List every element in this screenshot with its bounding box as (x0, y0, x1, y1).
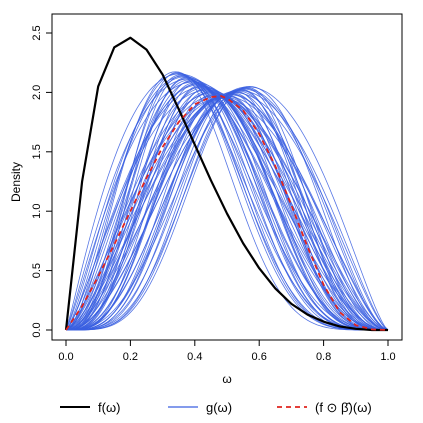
x-tick-label: 0.2 (123, 351, 138, 363)
y-tick-label: 1.5 (31, 144, 43, 159)
y-tick-label: 2.0 (31, 85, 43, 100)
fbeta-curve (65, 95, 389, 331)
legend-label: g(ω) (206, 400, 232, 415)
x-tick-label: 1.0 (380, 351, 395, 363)
x-tick-label: 0.8 (316, 351, 331, 363)
legend-item: f(ω) (60, 400, 120, 415)
g-curve (65, 86, 388, 331)
x-tick-label: 0.6 (252, 351, 267, 363)
g-curve (65, 96, 389, 331)
g-curve (65, 72, 388, 331)
plot-area (64, 36, 389, 332)
axes: 0.0 0.2 0.4 0.6 0.8 1.0 0.0 0.5 1.0 1.5 2.0 2.5 (31, 13, 403, 363)
x-tick-label: 0.4 (187, 351, 202, 363)
legend-label: (f ⊙ β̂)(ω) (315, 400, 372, 415)
g-curve (66, 87, 389, 331)
legend-item: g(ω) (168, 400, 232, 415)
legend: f(ω) g(ω) (f ⊙ β̂)(ω) (60, 400, 372, 415)
g-curve (65, 90, 389, 331)
y-tick-label: 1.0 (31, 204, 43, 219)
g-curve (65, 80, 388, 331)
g-curve (65, 85, 389, 331)
x-axis-label: ω (222, 372, 231, 386)
y-tick-label: 2.5 (31, 25, 43, 40)
legend-item: (f ⊙ β̂)(ω) (277, 400, 372, 415)
f-curve (64, 36, 388, 332)
g-curve (65, 73, 389, 331)
plot-frame (51, 13, 403, 341)
y-axis-label: Density (9, 162, 23, 202)
x-tick-label: 0.0 (58, 351, 73, 363)
y-tick-label: 0.0 (31, 322, 43, 337)
g-curve (66, 89, 389, 331)
g-curve (65, 74, 388, 331)
y-tick-label: 0.5 (31, 263, 43, 278)
g-curve (66, 91, 388, 331)
legend-label: f(ω) (98, 400, 120, 415)
g-curve (65, 86, 389, 331)
